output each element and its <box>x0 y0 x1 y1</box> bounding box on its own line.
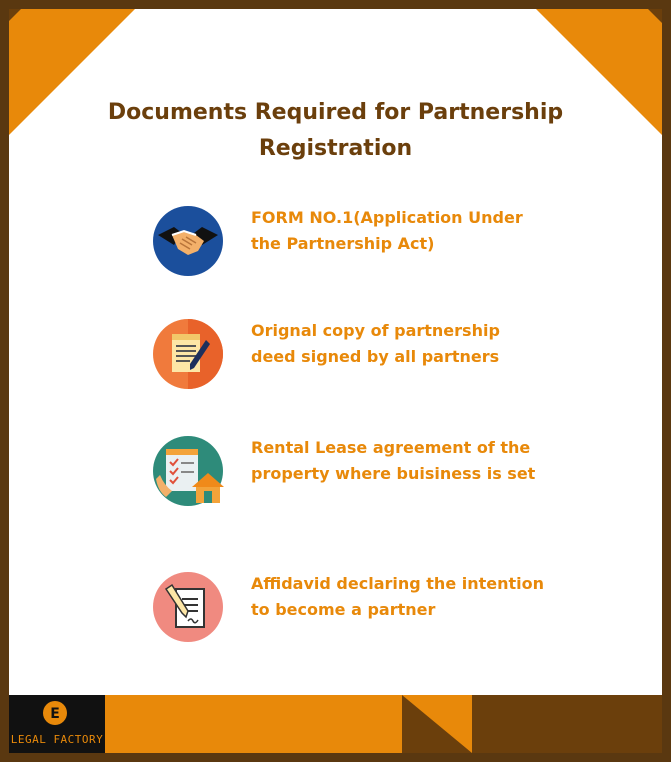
footer-dark-band <box>472 695 662 753</box>
list-item-text: Affidavid declaring the intention to bec… <box>251 571 571 623</box>
list-item-line-2: deed signed by all partners <box>251 347 500 366</box>
logo-letter: E <box>50 706 60 722</box>
document-pen-icon <box>152 318 224 390</box>
list-item-affidavit: Affidavid declaring the intention to bec… <box>152 571 572 643</box>
corner-decoration-top-left <box>9 9 135 135</box>
list-item-rental-lease: Rental Lease agreement of the property w… <box>152 435 572 507</box>
list-item-text: FORM NO.1(Application Under the Partners… <box>251 205 571 257</box>
list-item-form-no-1: FORM NO.1(Application Under the Partners… <box>152 205 572 277</box>
handshake-icon <box>152 205 224 277</box>
list-item-partnership-deed: Orignal copy of partnership deed signed … <box>152 318 572 390</box>
lease-house-icon <box>152 435 224 507</box>
brand-name: LEGAL FACTORY <box>10 733 104 746</box>
list-item-line-2: to become a partner <box>251 600 436 619</box>
list-item-line-1: Affidavid declaring the intention <box>251 574 545 593</box>
footer-slant-decoration <box>402 695 472 753</box>
list-item-text: Orignal copy of partnership deed signed … <box>251 318 571 370</box>
corner-decoration-top-right <box>536 9 662 135</box>
list-item-line-2: property where buisiness is set <box>251 464 536 483</box>
page-title-line-2: Registration <box>258 136 413 161</box>
list-item-line-1: Orignal copy of partnership <box>251 321 500 340</box>
page-title: Documents Required for Partnership Regis… <box>69 95 602 167</box>
corner-accent-top-left <box>9 9 21 21</box>
list-item-line-1: Rental Lease agreement of the <box>251 438 531 457</box>
list-item-line-1: FORM NO.1(Application Under <box>251 208 523 227</box>
corner-accent-top-right <box>648 9 662 23</box>
list-item-text: Rental Lease agreement of the property w… <box>251 435 571 487</box>
brand-logo: E LEGAL FACTORY <box>9 695 105 753</box>
logo-mark-icon: E <box>43 701 67 725</box>
content-panel: Documents Required for Partnership Regis… <box>9 9 662 753</box>
footer-bar: E LEGAL FACTORY <box>9 695 662 753</box>
page-title-line-1: Documents Required for Partnership <box>107 100 564 125</box>
affidavit-pencil-icon <box>152 571 224 643</box>
list-item-line-2: the Partnership Act) <box>251 234 435 253</box>
